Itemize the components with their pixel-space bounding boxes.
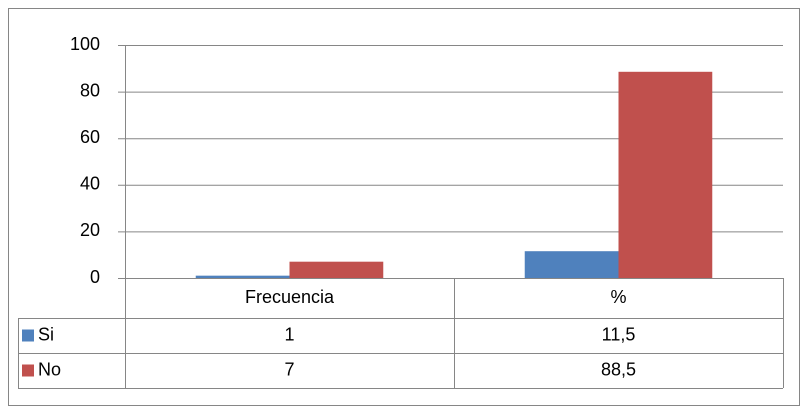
- bar: [524, 251, 619, 278]
- y-tick-label: 80: [80, 80, 100, 100]
- table-cell: 7: [284, 359, 294, 379]
- table-cell: 1: [284, 324, 294, 344]
- y-tick-label: 40: [80, 174, 100, 194]
- table-cell: 11,5: [602, 324, 636, 344]
- legend-key: [22, 364, 34, 377]
- y-tick-label: 100: [70, 34, 100, 54]
- table-header: Frecuencia: [245, 287, 335, 307]
- y-tick-label: 60: [80, 127, 100, 147]
- bar: [289, 261, 384, 278]
- legend-label: No: [38, 359, 61, 379]
- bar: [618, 71, 713, 278]
- legend-key: [22, 329, 34, 342]
- table-cell: 88,5: [601, 359, 636, 379]
- legend-label: Si: [38, 324, 54, 344]
- y-tick-label: 20: [80, 220, 100, 240]
- y-tick-label: 0: [90, 267, 100, 287]
- bar: [195, 275, 290, 278]
- table-header: %: [610, 287, 626, 307]
